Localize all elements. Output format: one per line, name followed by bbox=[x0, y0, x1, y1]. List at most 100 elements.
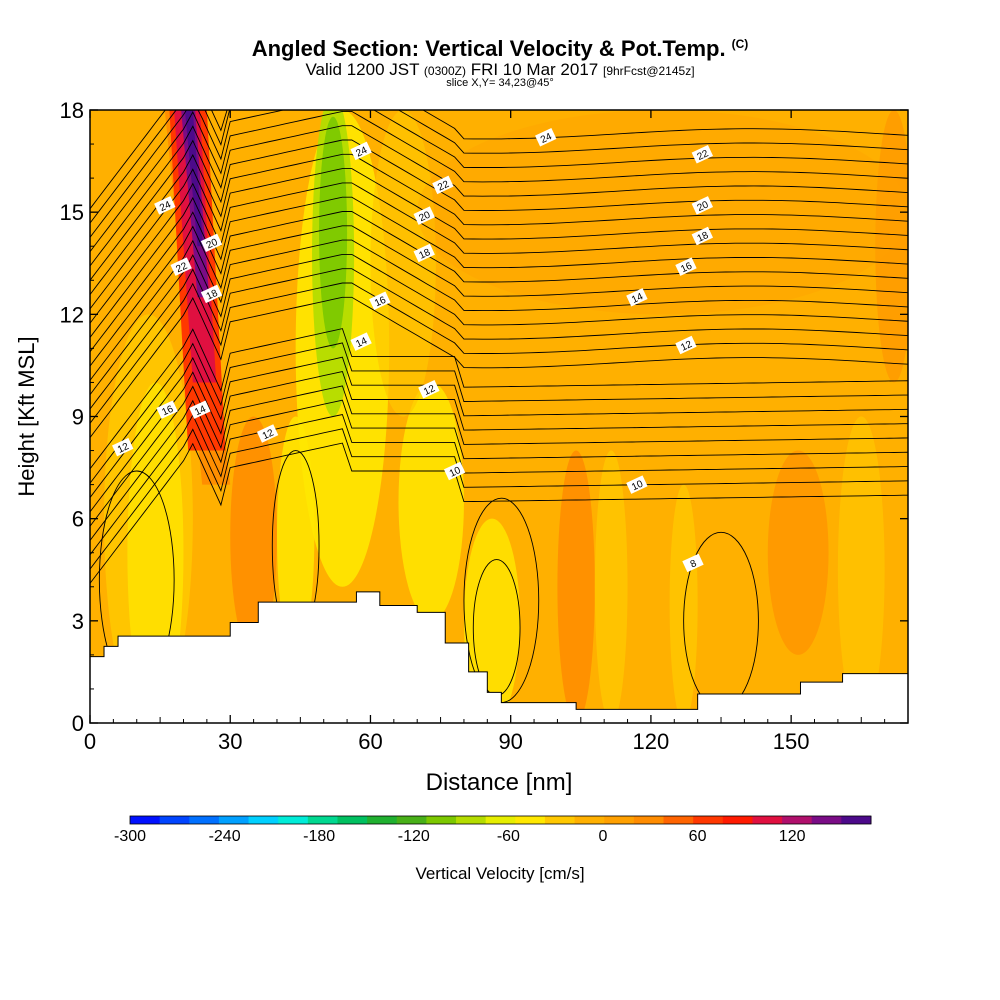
y-tick-label: 15 bbox=[60, 200, 84, 225]
y-tick-label: 12 bbox=[60, 302, 84, 327]
x-tick-label: 150 bbox=[773, 729, 810, 754]
contour-label-text: 14 bbox=[354, 335, 369, 350]
contour-label-text: 18 bbox=[205, 288, 220, 303]
theta-contour bbox=[90, 413, 908, 556]
colorbar-swatch bbox=[782, 816, 813, 824]
y-tick-label: 9 bbox=[72, 405, 84, 430]
updraft-max bbox=[184, 110, 204, 247]
contour-label-box bbox=[413, 243, 435, 263]
colorbar-frame bbox=[129, 815, 872, 825]
contour-label-text: 24 bbox=[354, 145, 369, 160]
contour-label-box bbox=[675, 335, 697, 355]
forecast-info: [9hrFcst@2145z] bbox=[602, 64, 695, 78]
contour-label: 16 bbox=[156, 400, 178, 419]
colorbar-swatch bbox=[841, 816, 872, 824]
contour-label-box bbox=[350, 141, 372, 161]
contour-label-text: 14 bbox=[630, 291, 645, 306]
velocity-patch bbox=[557, 450, 595, 723]
contour-label: 16 bbox=[369, 291, 391, 310]
contour-label-box bbox=[200, 284, 223, 304]
contour-label-text: 20 bbox=[205, 237, 220, 252]
contour-label-text: 20 bbox=[417, 209, 432, 224]
contour-label: 18 bbox=[200, 284, 223, 304]
pot-temp-contours bbox=[90, 110, 908, 710]
contour-label: 24 bbox=[350, 141, 372, 161]
contour-label-text: 18 bbox=[417, 247, 432, 262]
colorbar-swatch bbox=[307, 816, 338, 824]
contour-label-box bbox=[432, 175, 454, 195]
y-tick-label: 0 bbox=[72, 711, 84, 736]
contour-label-box bbox=[413, 206, 435, 225]
velocity-patch bbox=[594, 450, 628, 723]
y-tick-label: 18 bbox=[60, 98, 84, 123]
colorbar-swatch bbox=[693, 816, 724, 824]
theta-contour bbox=[90, 110, 908, 224]
downdraft-core bbox=[319, 116, 348, 349]
contour-label-box bbox=[691, 145, 714, 164]
x-tick-label: 30 bbox=[218, 729, 242, 754]
contour-label-text: 22 bbox=[436, 179, 451, 194]
colorbar-swatch bbox=[278, 816, 309, 824]
contour-label: 12 bbox=[418, 380, 440, 399]
theta-contour bbox=[90, 428, 908, 570]
colorbar-swatch bbox=[811, 816, 842, 824]
theta-contour bbox=[90, 139, 908, 281]
velocity-patch bbox=[669, 484, 698, 723]
contour-label-box bbox=[626, 475, 648, 494]
colorbar-tick-label: -180 bbox=[303, 828, 336, 845]
copyright-mark: (C) bbox=[731, 37, 749, 51]
y-tick-label: 3 bbox=[72, 609, 84, 634]
theta-contour bbox=[90, 239, 908, 381]
colorbar-swatch bbox=[367, 816, 398, 824]
contour-label-box bbox=[443, 461, 466, 481]
y-tick-label: 6 bbox=[72, 507, 84, 532]
colorbar-swatch bbox=[248, 816, 279, 824]
theta-contour bbox=[90, 125, 908, 267]
contour-label-box bbox=[369, 291, 391, 310]
theta-contour bbox=[90, 356, 908, 498]
theta-contour bbox=[90, 110, 908, 238]
contour-label-box bbox=[154, 196, 176, 215]
contour-label: 12 bbox=[112, 437, 134, 457]
theta-contour bbox=[90, 196, 908, 338]
valid-date: FRI 10 Mar 2017 bbox=[470, 60, 599, 79]
contour-label-box bbox=[156, 400, 178, 419]
colorbar-tick-label: -60 bbox=[496, 828, 520, 845]
colorbar-tick-label: 60 bbox=[688, 828, 707, 845]
contour-label-text: 12 bbox=[261, 427, 276, 442]
velocity-patch bbox=[837, 416, 885, 723]
colorbar-tick-label: -300 bbox=[113, 828, 147, 845]
chart-subtitle: Valid 1200 JST (0300Z) FRI 10 Mar 2017 [… bbox=[0, 60, 1000, 80]
contour-label-box bbox=[112, 437, 134, 457]
contour-label: 24 bbox=[535, 128, 557, 147]
contour-label-box bbox=[626, 288, 648, 307]
colorbar-swatch bbox=[515, 816, 546, 824]
contour-label-text: 14 bbox=[193, 404, 208, 419]
theta-contour bbox=[90, 153, 908, 295]
contour-label: 20 bbox=[413, 206, 435, 225]
colorbar-tick-label: -120 bbox=[397, 828, 430, 845]
theta-contour bbox=[90, 399, 908, 541]
contour-label: 24 bbox=[154, 196, 176, 215]
contour-label-text: 16 bbox=[160, 404, 175, 419]
valid-utc: (0300Z) bbox=[423, 64, 466, 78]
theta-contour bbox=[90, 268, 908, 410]
colorbar-swatch bbox=[485, 816, 516, 824]
colorbar-swatch bbox=[456, 816, 487, 824]
contour-label-box bbox=[350, 332, 372, 351]
contour-label-text: 18 bbox=[696, 230, 711, 245]
colorbar-swatch bbox=[722, 816, 753, 824]
contour-label-box bbox=[189, 400, 211, 419]
x-tick-label: 0 bbox=[84, 729, 96, 754]
theta-contour bbox=[90, 385, 908, 527]
colorbar bbox=[129, 815, 872, 825]
colorbar-swatch bbox=[604, 816, 635, 824]
velocity-patch bbox=[370, 110, 436, 417]
contour-label-text: 16 bbox=[373, 295, 388, 310]
colorbar-swatch bbox=[396, 816, 427, 824]
contour-label: 14 bbox=[350, 332, 372, 351]
colorbar-swatch bbox=[159, 816, 190, 824]
contour-label: 14 bbox=[626, 288, 648, 307]
velocity-field bbox=[90, 110, 908, 723]
